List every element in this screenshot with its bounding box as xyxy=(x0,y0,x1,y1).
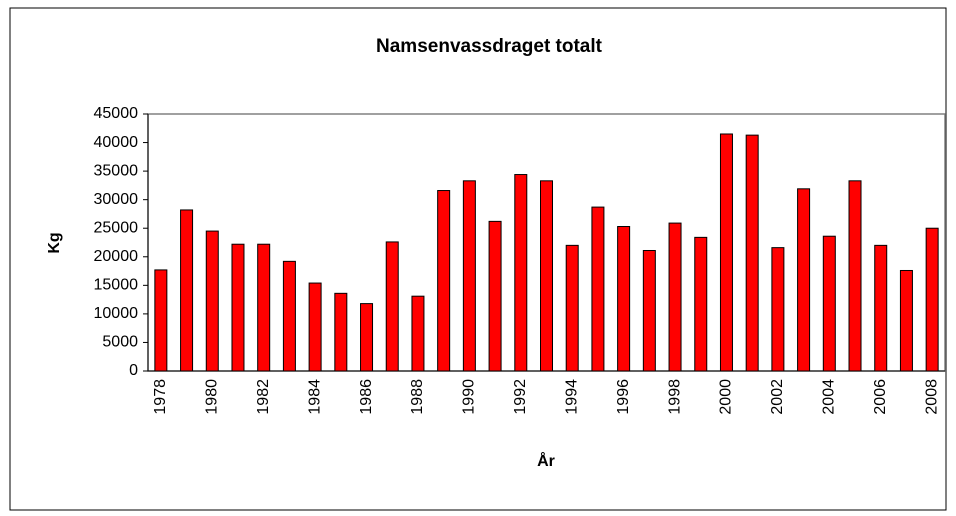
bar xyxy=(617,226,631,372)
bar xyxy=(925,227,939,372)
bar xyxy=(488,220,502,372)
bar xyxy=(540,180,553,372)
y-tick-label: 45000 xyxy=(94,105,139,122)
bar xyxy=(848,180,862,372)
x-tick-label: 1978 xyxy=(152,379,169,415)
bar xyxy=(822,235,836,372)
bar xyxy=(282,260,296,372)
bar xyxy=(231,243,245,372)
bar xyxy=(797,188,811,372)
x-tick-label: 1996 xyxy=(615,379,632,415)
x-tick-label: 2004 xyxy=(821,379,838,415)
y-tick-label: 0 xyxy=(129,362,138,379)
bar xyxy=(385,241,399,372)
bar xyxy=(771,247,785,372)
x-tick-label: 2008 xyxy=(923,379,940,415)
bar xyxy=(180,209,194,372)
bar xyxy=(154,269,168,372)
bar xyxy=(668,222,682,372)
bar xyxy=(874,244,888,372)
y-tick-label: 15000 xyxy=(94,277,139,294)
bar xyxy=(257,243,271,372)
y-tick-label: 10000 xyxy=(94,305,139,322)
x-axis-label: År xyxy=(537,451,555,470)
y-tick-label: 5000 xyxy=(102,334,138,351)
bar xyxy=(719,133,733,372)
x-tick-label: 2000 xyxy=(718,379,735,415)
bar xyxy=(462,180,476,372)
x-tick-label: 1980 xyxy=(203,379,220,415)
y-axis-label: Kg xyxy=(46,232,63,253)
x-tick-label: 1988 xyxy=(409,379,426,415)
y-tick-label: 40000 xyxy=(94,134,139,151)
y-tick-label: 20000 xyxy=(94,248,139,265)
x-tick-label: 2002 xyxy=(769,379,786,415)
bar xyxy=(899,269,913,372)
x-tick-label: 1994 xyxy=(563,379,580,415)
bar xyxy=(205,230,219,372)
bar xyxy=(437,190,451,372)
chart-title: Namsenvassdraget totalt xyxy=(376,36,603,57)
y-tick-label: 35000 xyxy=(94,162,139,179)
bar xyxy=(334,292,348,372)
y-tick-label: 30000 xyxy=(94,191,139,208)
x-tick-label: 1992 xyxy=(512,379,529,415)
bar xyxy=(591,206,605,372)
bar xyxy=(411,295,425,372)
x-tick-label: 1984 xyxy=(306,379,323,415)
x-tick-label: 1986 xyxy=(358,379,375,415)
x-tick-label: 1998 xyxy=(666,379,683,415)
x-tick-label: 1990 xyxy=(461,379,478,415)
bar xyxy=(565,244,579,372)
x-tick-label: 2006 xyxy=(872,379,889,415)
y-tick-label: 25000 xyxy=(94,219,139,236)
bar xyxy=(642,249,656,372)
bar xyxy=(514,174,528,372)
bar xyxy=(745,134,759,372)
bar xyxy=(360,303,374,372)
chart-frame xyxy=(9,7,947,511)
bar xyxy=(694,236,708,372)
x-tick-label: 1982 xyxy=(255,379,272,415)
bar xyxy=(308,282,322,372)
